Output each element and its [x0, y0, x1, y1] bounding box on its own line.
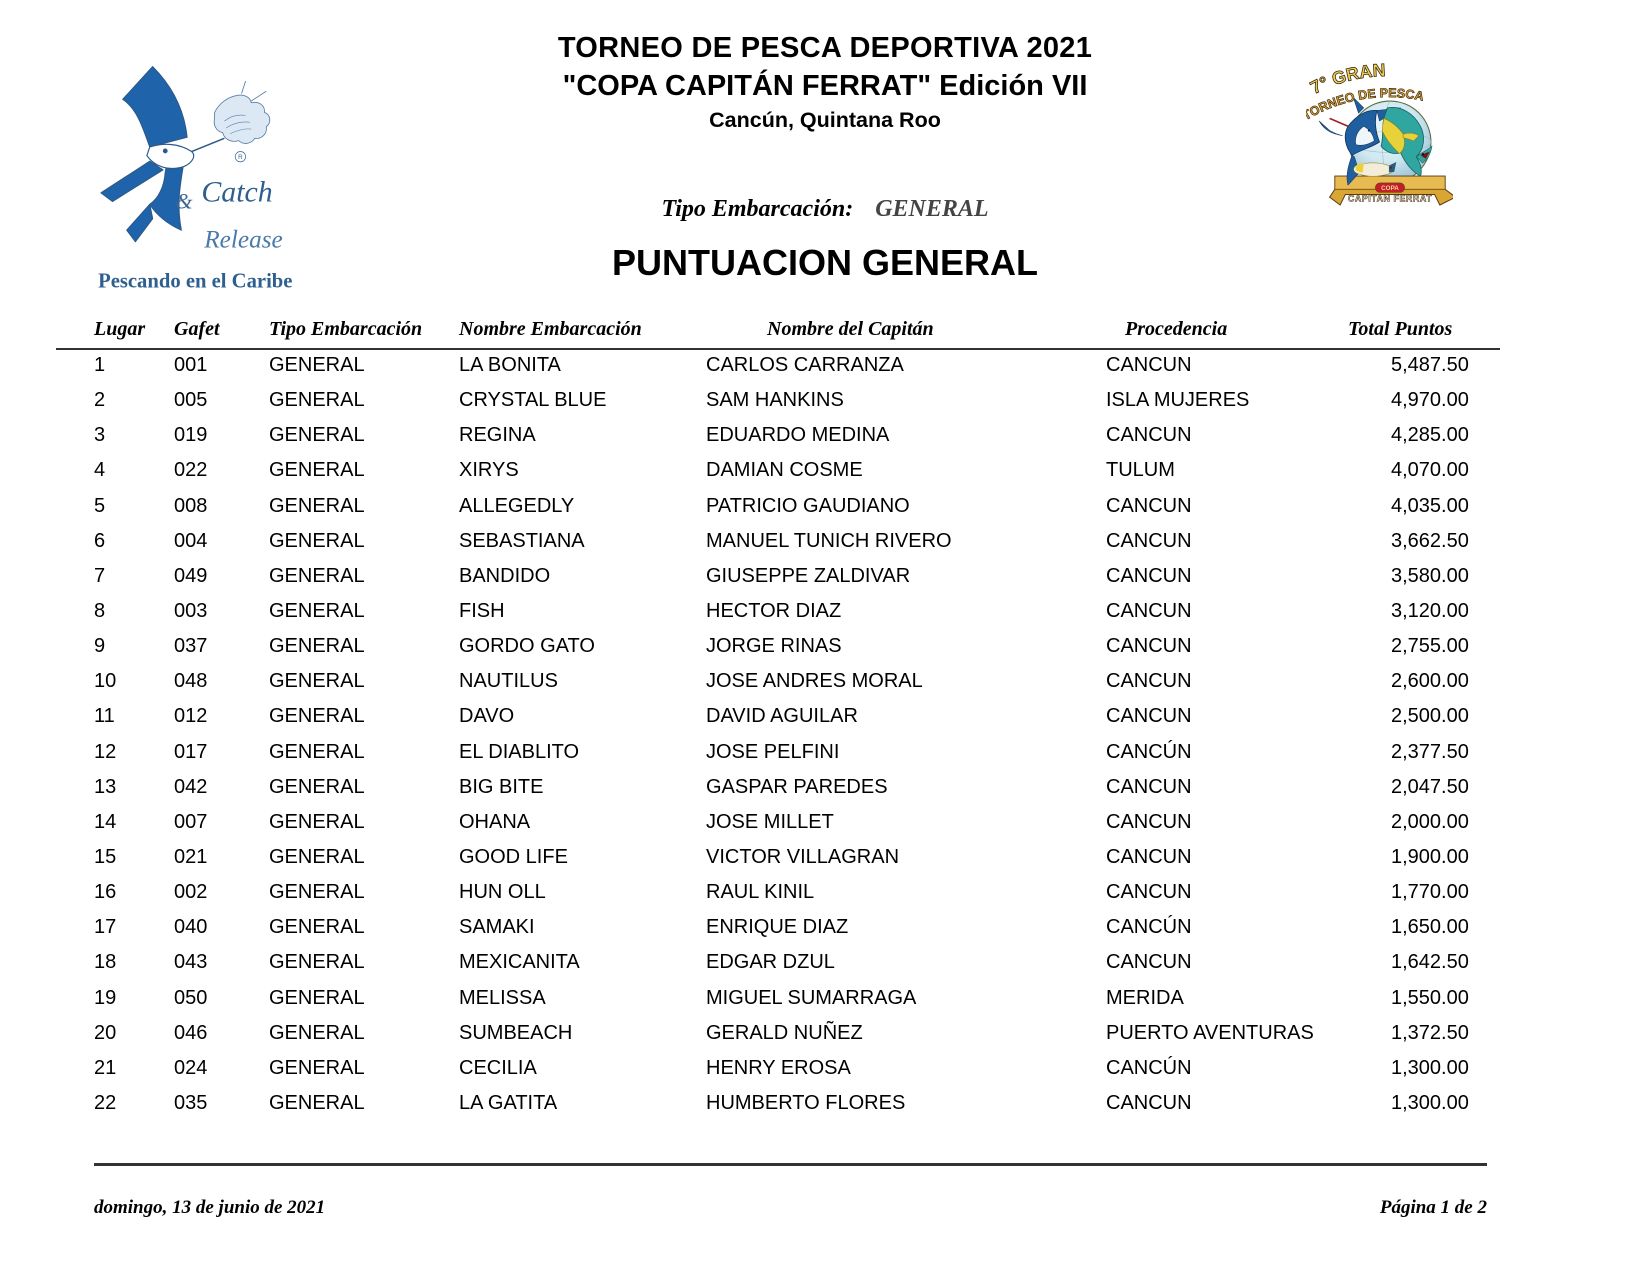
svg-text:CAPITAN FERRAT: CAPITAN FERRAT	[1348, 193, 1432, 203]
svg-text:R: R	[238, 154, 243, 161]
svg-text:COPA: COPA	[1381, 185, 1399, 192]
